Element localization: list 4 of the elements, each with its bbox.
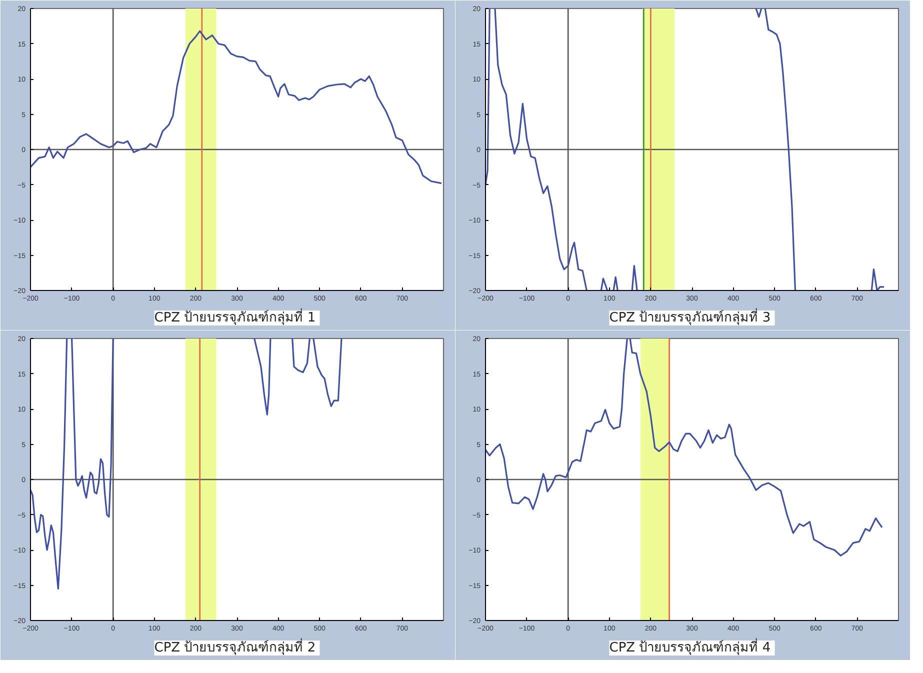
- text: CPZ ป้ายบรรจุภัณฑ์กลุ่มที่ 2: [154, 638, 316, 656]
- text: CPZ ป้ายบรรจุภัณฑ์กลุ่มที่ 1: [154, 308, 316, 326]
- text: CPZ ป้ายบรรจุภัณฑ์กลุ่มที่ 4: [609, 638, 771, 656]
- text: CPZ ป้ายบรรจุภัณฑ์กลุ่มที่ 3: [609, 308, 771, 326]
